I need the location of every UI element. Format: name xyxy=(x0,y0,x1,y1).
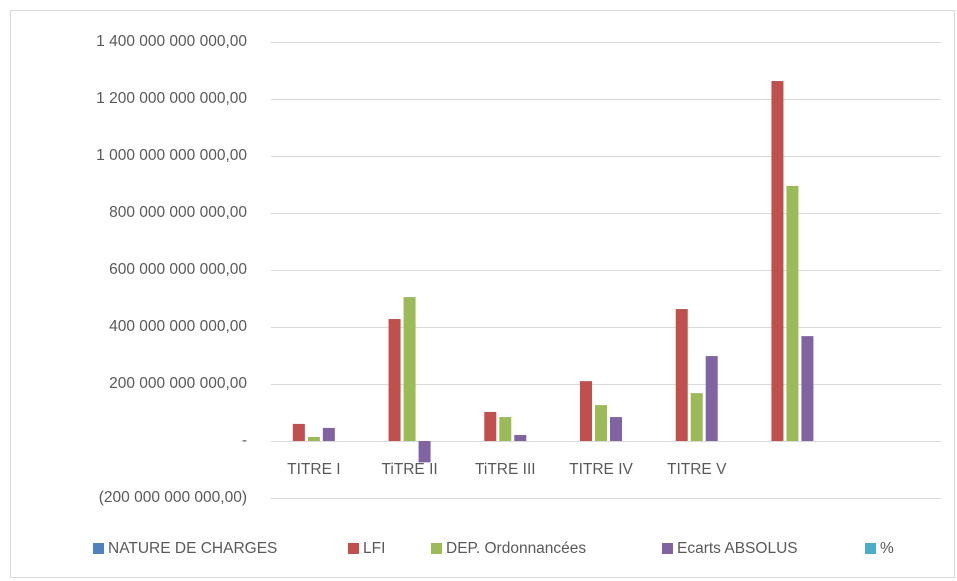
y-tick-label: 1 400 000 000 000,00 xyxy=(96,33,247,50)
bar xyxy=(610,417,622,441)
legend-swatch xyxy=(348,543,359,554)
bar xyxy=(771,81,784,442)
bar xyxy=(801,336,814,441)
bar xyxy=(484,411,497,441)
y-tick-label: - xyxy=(242,432,247,449)
y-tick-label: 600 000 000 000,00 xyxy=(109,261,247,278)
legend-swatch xyxy=(662,543,673,554)
y-tick-label: (200 000 000 000,00) xyxy=(99,489,247,506)
bar xyxy=(307,437,320,441)
y-tick-label: 800 000 000 000,00 xyxy=(109,204,247,221)
y-tick-label: 1 200 000 000 000,00 xyxy=(96,90,247,107)
bar xyxy=(403,297,416,441)
x-tick-label: TITRE IV xyxy=(569,461,633,478)
bar xyxy=(388,319,401,441)
y-tick-label: 200 000 000 000,00 xyxy=(109,375,247,392)
bar xyxy=(786,185,799,441)
bar xyxy=(705,356,718,441)
bar xyxy=(514,435,527,441)
bar xyxy=(292,423,305,441)
legend-label: LFI xyxy=(363,540,385,557)
bar xyxy=(580,381,592,441)
x-tick-label: TiTRE II xyxy=(381,461,437,478)
y-tick-label: 1 000 000 000 000,00 xyxy=(96,147,247,164)
bar xyxy=(595,405,607,441)
legend-label: % xyxy=(880,540,894,557)
bar xyxy=(690,393,703,441)
legend-swatch xyxy=(865,543,876,554)
bar xyxy=(675,309,688,441)
x-tick-label: TITRE I xyxy=(287,461,340,478)
legend-label: Ecarts ABSOLUS xyxy=(677,540,798,557)
bar xyxy=(418,441,431,463)
bar xyxy=(499,417,512,441)
legend-swatch xyxy=(431,543,442,554)
legend-label: NATURE DE CHARGES xyxy=(108,540,277,557)
bar xyxy=(322,427,335,441)
legend-label: DEP. Ordonnancées xyxy=(446,540,586,557)
y-tick-label: 400 000 000 000,00 xyxy=(109,318,247,335)
x-tick-label: TITRE V xyxy=(667,461,727,478)
x-tick-label: TiTRE III xyxy=(475,461,536,478)
legend-swatch xyxy=(93,543,104,554)
